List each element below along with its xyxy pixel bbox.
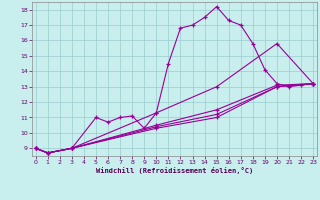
X-axis label: Windchill (Refroidissement éolien,°C): Windchill (Refroidissement éolien,°C) — [96, 167, 253, 174]
